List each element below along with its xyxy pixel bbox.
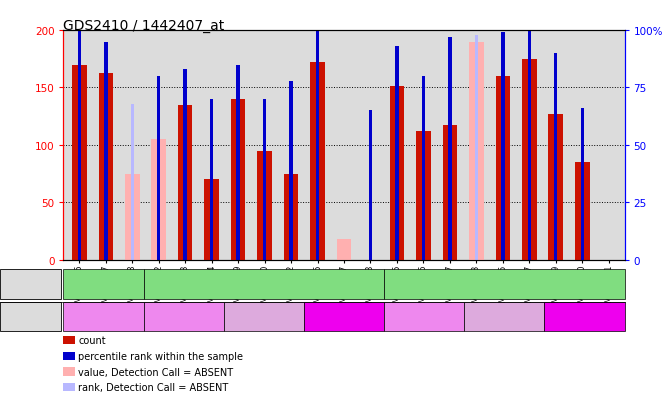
Text: LPS: LPS (417, 312, 432, 321)
Bar (528, 31, 531, 260)
Bar (475, 36, 478, 260)
Text: 3 h: 3 h (256, 280, 272, 290)
Bar (104, 43, 108, 260)
Text: ▶: ▶ (48, 312, 55, 321)
Bar (548, 115, 563, 260)
Bar (125, 174, 140, 260)
Text: untreated: untreated (83, 312, 124, 321)
Bar (422, 77, 425, 260)
Bar (289, 81, 293, 260)
Bar (130, 104, 134, 260)
Bar (416, 132, 431, 260)
Bar (99, 74, 113, 260)
Text: GDS2410 / 1442407_at: GDS2410 / 1442407_at (63, 19, 224, 33)
Bar (501, 33, 504, 260)
Text: percentile rank within the sample: percentile rank within the sample (78, 351, 243, 361)
Bar (178, 105, 192, 260)
Bar (443, 126, 457, 260)
Bar (263, 100, 267, 260)
Bar (369, 111, 372, 260)
Bar (157, 77, 160, 260)
Bar (236, 65, 240, 260)
Bar (389, 87, 404, 260)
Bar (448, 38, 452, 260)
Bar (395, 47, 399, 260)
Text: rank, Detection Call = ABSENT: rank, Detection Call = ABSENT (78, 382, 228, 392)
Text: protective antigen: protective antigen (466, 312, 543, 321)
Bar (184, 70, 187, 260)
Bar (316, 24, 319, 260)
Bar (231, 100, 245, 260)
Bar (72, 65, 87, 260)
Bar (284, 174, 299, 260)
Text: ▶: ▶ (48, 280, 55, 289)
Text: protective antigen: protective antigen (225, 312, 303, 321)
Bar (210, 100, 213, 260)
Bar (152, 140, 166, 260)
Text: edema toxin: edema toxin (318, 312, 370, 321)
Bar (310, 63, 325, 260)
Bar (469, 43, 484, 260)
Text: agent: agent (3, 312, 31, 322)
Bar (77, 26, 81, 260)
Text: time: time (3, 280, 25, 290)
Text: LPS: LPS (176, 312, 191, 321)
Text: 6 h: 6 h (496, 280, 512, 290)
Bar (257, 151, 272, 260)
Bar (496, 77, 510, 260)
Bar (522, 59, 536, 260)
Text: edema toxin: edema toxin (558, 312, 611, 321)
Bar (337, 240, 351, 260)
Bar (554, 54, 558, 260)
Bar (204, 180, 219, 260)
Text: count: count (78, 335, 106, 345)
Text: value, Detection Call = ABSENT: value, Detection Call = ABSENT (78, 367, 233, 377)
Text: control: control (86, 280, 122, 290)
Bar (575, 163, 589, 260)
Bar (580, 109, 584, 260)
